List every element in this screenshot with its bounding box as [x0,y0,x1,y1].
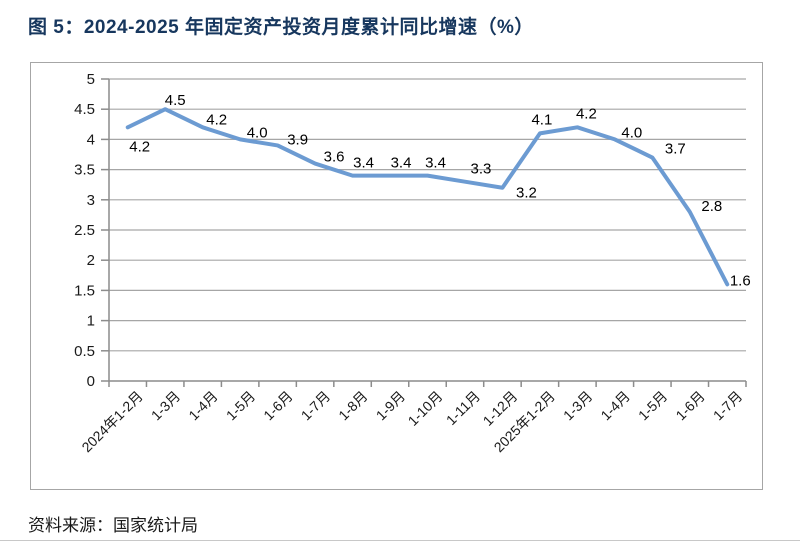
axes [101,78,747,387]
svg-text:1-7月: 1-7月 [710,388,746,424]
svg-text:2.8: 2.8 [701,198,722,215]
data-series-line [125,107,730,287]
svg-text:1-6月: 1-6月 [672,388,708,424]
svg-text:4: 4 [87,131,95,148]
svg-text:4.2: 4.2 [576,105,597,122]
svg-text:4.0: 4.0 [621,124,642,141]
svg-text:1-3月: 1-3月 [560,388,596,424]
svg-text:1-10月: 1-10月 [405,388,446,429]
svg-text:3.7: 3.7 [665,141,686,158]
svg-text:0.5: 0.5 [74,343,95,360]
svg-text:1-5月: 1-5月 [223,388,259,424]
svg-text:2: 2 [87,252,95,269]
svg-text:3.5: 3.5 [74,162,95,179]
source-note: 资料来源：国家统计局 [28,516,198,535]
svg-text:3.2: 3.2 [516,185,537,202]
y-axis-labels: 0 0.5 1 1.5 2 2.5 3 3.5 4 4.5 5 [74,71,95,390]
svg-text:3.6: 3.6 [324,149,345,166]
svg-text:0: 0 [87,373,95,390]
svg-text:3.4: 3.4 [353,155,374,172]
svg-text:1-4月: 1-4月 [185,388,221,424]
svg-text:3.4: 3.4 [425,155,446,172]
svg-text:1-9月: 1-9月 [373,388,409,424]
svg-text:1-11月: 1-11月 [443,388,483,428]
svg-text:1.5: 1.5 [74,282,95,299]
svg-text:3: 3 [87,192,95,209]
bottom-divider [0,540,800,541]
svg-text:3.4: 3.4 [391,155,412,172]
svg-text:4.1: 4.1 [531,111,552,128]
svg-text:1-5月: 1-5月 [635,388,671,424]
svg-text:1.6: 1.6 [730,272,751,289]
svg-text:4.5: 4.5 [74,101,95,118]
gridlines [109,78,746,352]
x-axis-labels: 2024年1-2月 1-3月 1-4月 1-5月 1-6月 1-7月 1-8月 1-9月1-1… [78,388,745,455]
figure-title: 图 5：2024-2025 年固定资产投资月度累计同比增速（%） [28,17,534,38]
svg-text:1: 1 [87,313,95,330]
svg-text:5: 5 [87,71,95,88]
svg-text:3.9: 3.9 [287,131,308,148]
svg-text:1-6月: 1-6月 [260,388,296,424]
data-point-labels: 4.2 4.5 4.2 4.0 3.9 3.6 3.4 3.4 3.4 3.3 3.2 4.1 4.2 4… [129,92,750,289]
svg-text:4.2: 4.2 [129,138,150,155]
svg-text:2024年1-2月: 2024年1-2月 [78,388,145,455]
svg-text:4.5: 4.5 [165,92,186,109]
svg-text:3.3: 3.3 [471,161,492,178]
svg-text:4.2: 4.2 [206,111,227,128]
svg-text:1-7月: 1-7月 [298,388,334,424]
chart-container: 0 0.5 1 1.5 2 2.5 3 3.5 4 4.5 5 2024年1-2月 1-3月 1-4月 1-… [30,62,763,490]
svg-text:1-8月: 1-8月 [335,388,371,424]
svg-text:2.5: 2.5 [74,222,95,239]
svg-text:1-4月: 1-4月 [597,388,633,424]
svg-text:1-3月: 1-3月 [148,388,184,424]
svg-text:4.0: 4.0 [247,124,268,141]
